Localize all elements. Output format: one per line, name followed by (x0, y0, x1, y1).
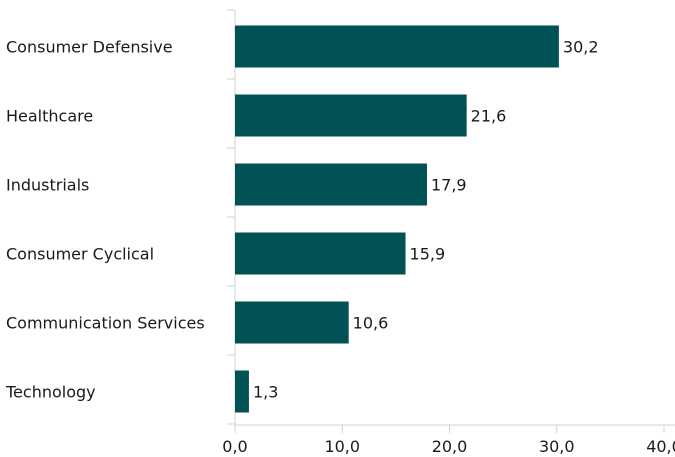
category-label: Communication Services (6, 314, 205, 333)
data-label: 17,9 (431, 176, 467, 195)
bar (235, 370, 249, 413)
x-tick-label: 40,0 (646, 437, 675, 456)
category-label: Consumer Defensive (6, 38, 173, 57)
bar (235, 94, 467, 137)
data-label: 10,6 (353, 314, 389, 333)
bar (235, 25, 559, 68)
category-label: Healthcare (6, 107, 93, 126)
data-label: 1,3 (253, 383, 278, 402)
x-tick-label: 10,0 (324, 437, 360, 456)
bar (235, 163, 427, 206)
bar (235, 232, 406, 275)
bar (235, 301, 349, 344)
x-tick-label: 0,0 (222, 437, 247, 456)
data-label: 15,9 (410, 245, 446, 264)
category-label: Industrials (6, 176, 89, 195)
data-label: 21,6 (471, 107, 507, 126)
category-label: Consumer Cyclical (6, 245, 154, 264)
category-label: Technology (5, 383, 96, 402)
data-label: 30,2 (563, 38, 599, 57)
x-tick-label: 30,0 (539, 437, 575, 456)
x-tick-label: 20,0 (432, 437, 468, 456)
